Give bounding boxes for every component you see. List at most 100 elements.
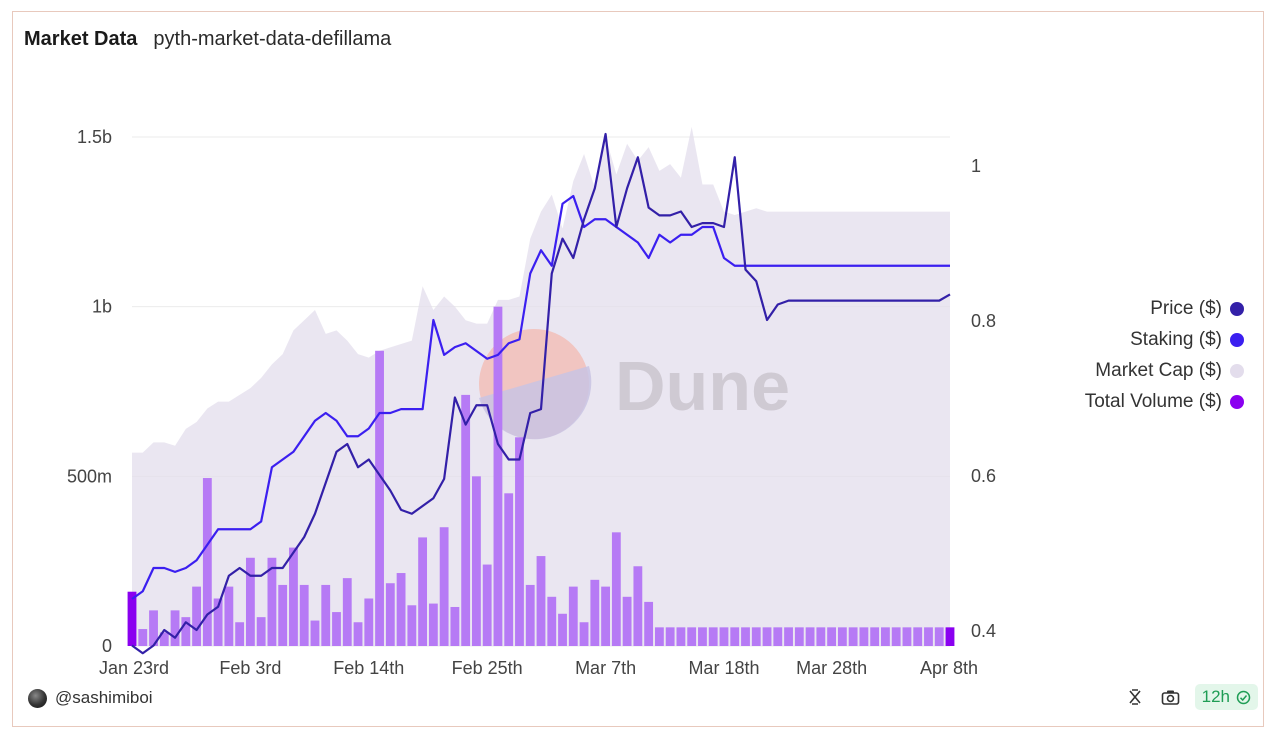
chart-legend: Price ($) Staking ($) Market Cap ($) Tot… xyxy=(1085,298,1244,413)
volume-bar-61 xyxy=(784,627,793,646)
volume-bar-58 xyxy=(751,627,761,646)
total-volume-bars xyxy=(127,306,955,646)
volume-bar-57 xyxy=(741,627,750,646)
volume-bar-39 xyxy=(547,596,557,646)
x-tick-5: Mar 18th xyxy=(688,658,759,678)
volume-bar-54 xyxy=(708,627,718,646)
volume-bar-69 xyxy=(870,627,880,646)
volume-bar-47 xyxy=(633,566,643,646)
volume-bar-26 xyxy=(407,605,417,646)
author-name[interactable]: @sashimiboi xyxy=(55,688,153,707)
volume-bar-45 xyxy=(611,532,621,646)
y-left-tick-2: 1b xyxy=(92,297,112,317)
volume-bar-37 xyxy=(525,584,535,646)
volume-bar-42 xyxy=(579,622,589,646)
volume-bar-55 xyxy=(719,627,729,646)
avatar-icon xyxy=(28,688,47,708)
volume-bar-56 xyxy=(730,627,740,646)
volume-bar-44 xyxy=(601,586,610,646)
y-left-tick-3: 1.5b xyxy=(77,127,112,147)
volume-bar-50 xyxy=(665,627,675,646)
volume-bar-24 xyxy=(385,583,395,646)
y-right-tick-2: 0.8 xyxy=(971,311,996,331)
legend-item-total-volume[interactable]: Total Volume ($) xyxy=(1085,391,1244,413)
volume-bar-17 xyxy=(310,620,320,646)
volume-bar-9 xyxy=(224,586,234,646)
x-tick-1: Feb 3rd xyxy=(219,658,281,678)
volume-bar-52 xyxy=(687,627,697,646)
volume-bar-72 xyxy=(902,627,912,646)
volume-bar-75 xyxy=(934,627,944,646)
volume-bar-20 xyxy=(342,578,352,646)
volume-bar-22 xyxy=(364,598,374,646)
volume-bar-15 xyxy=(289,547,298,646)
volume-bar-60 xyxy=(773,627,783,646)
legend-item-price[interactable]: Price ($) xyxy=(1150,298,1244,320)
price-staking-lines xyxy=(131,132,951,655)
footer-actions: 12h xyxy=(1123,684,1258,710)
volume-bar-74 xyxy=(924,627,933,646)
x-tick-6: Mar 28th xyxy=(796,658,867,678)
volume-bar-11 xyxy=(245,557,255,646)
volume-bar-63 xyxy=(805,627,815,646)
volume-bar-6 xyxy=(192,586,201,646)
y-left-tick-0: 0 xyxy=(102,636,112,656)
volume-bar-67 xyxy=(848,627,858,646)
volume-bar-48 xyxy=(644,601,654,646)
legend-label-price: Price ($) xyxy=(1150,298,1222,319)
legend-item-staking[interactable]: Staking ($) xyxy=(1130,329,1244,351)
legend-dot-price xyxy=(1230,302,1244,316)
watermark-logo-slice xyxy=(479,366,592,440)
legend-dot-market-cap xyxy=(1230,364,1244,378)
dune-watermark: Dune xyxy=(479,329,790,440)
volume-bar-4 xyxy=(170,610,180,646)
camera-icon[interactable] xyxy=(1159,685,1183,709)
volume-bar-27 xyxy=(418,537,428,646)
volume-bar-51 xyxy=(676,627,686,646)
volume-bar-5 xyxy=(181,617,191,646)
volume-bar-62 xyxy=(794,627,804,646)
refresh-badge[interactable]: 12h xyxy=(1194,684,1258,710)
staking-line xyxy=(131,194,950,600)
card-header: Market Data pyth-market-data-defillama xyxy=(24,28,391,52)
volume-bar-30 xyxy=(450,606,460,646)
volume-bar-25 xyxy=(396,573,406,646)
volume-bar-36 xyxy=(515,437,524,646)
check-circle-icon xyxy=(1236,690,1251,704)
volume-bar-16 xyxy=(299,584,309,646)
volume-bar-14 xyxy=(278,584,288,646)
volume-bar-10 xyxy=(235,622,245,646)
volume-bar-64 xyxy=(816,627,826,646)
axes: 0 500m 1b 1.5b 0.4 0.6 0.8 1 Jan 23rd Feb 3rd Feb … xyxy=(67,127,996,678)
watermark-text: Dune xyxy=(615,347,790,425)
volume-bar-33 xyxy=(482,564,492,646)
legend-item-market-cap[interactable]: Market Cap ($) xyxy=(1095,360,1244,382)
volume-bar-28 xyxy=(428,603,438,646)
volume-bar-8 xyxy=(213,598,223,646)
volume-bar-2 xyxy=(149,610,158,646)
volume-bar-76 xyxy=(945,627,955,646)
refresh-interval: 12h xyxy=(1201,687,1230,706)
legend-dot-total-volume xyxy=(1230,395,1244,409)
legend-dot-staking xyxy=(1230,333,1244,347)
y-right-tick-3: 1 xyxy=(971,156,981,176)
x-tick-0: Jan 23rd xyxy=(99,658,169,678)
volume-bar-49 xyxy=(654,627,664,646)
legend-label-staking: Staking ($) xyxy=(1130,329,1222,350)
author-info[interactable]: @sashimiboi xyxy=(28,688,153,708)
legend-label-total-volume: Total Volume ($) xyxy=(1084,391,1222,412)
price-line xyxy=(131,132,951,655)
volume-bar-23 xyxy=(375,350,384,646)
refresh-cycle-icon[interactable] xyxy=(1123,685,1147,709)
volume-bar-73 xyxy=(913,627,923,646)
volume-bar-31 xyxy=(461,394,471,646)
volume-bar-7 xyxy=(202,478,212,646)
volume-bar-68 xyxy=(859,627,869,646)
y-right-tick-1: 0.6 xyxy=(971,466,996,486)
x-tick-2: Feb 14th xyxy=(333,658,404,678)
volume-bar-70 xyxy=(881,627,890,646)
volume-bar-38 xyxy=(536,556,546,646)
volume-bar-18 xyxy=(321,584,331,646)
volume-bar-41 xyxy=(568,586,578,646)
